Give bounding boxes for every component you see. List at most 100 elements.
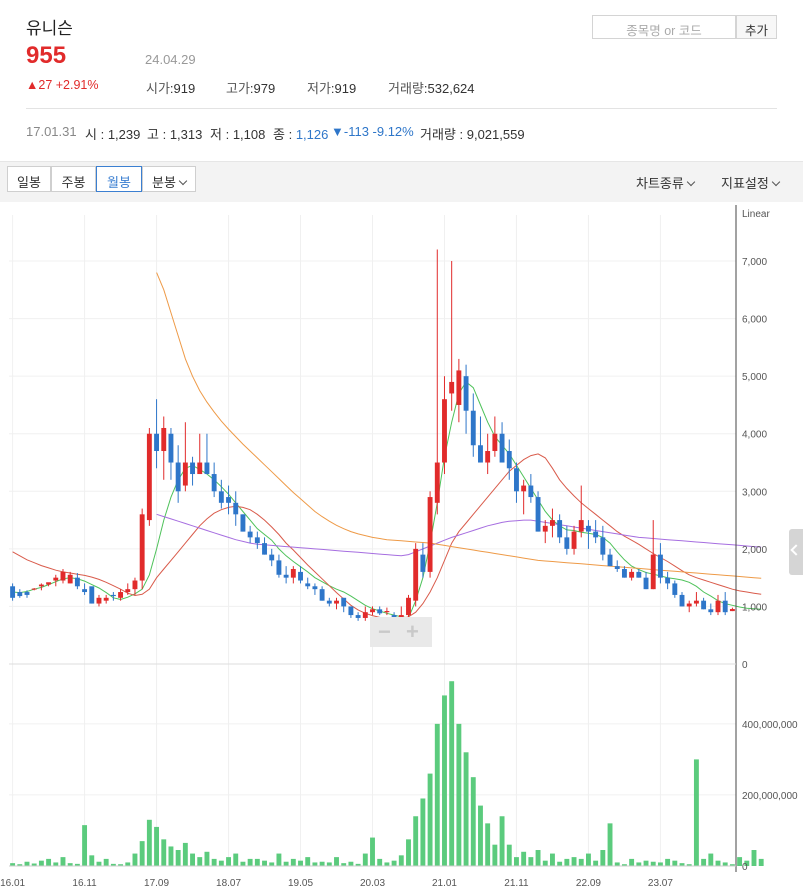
volume-bar [67, 863, 73, 866]
candle-body [24, 592, 30, 595]
tab-minute[interactable]: 분봉 [142, 166, 196, 192]
stock-chart[interactable]: 0 1,000 2,000 3,000 4,000 5,000 6,000 7,000 0 200… [0, 205, 803, 896]
volume-bar [528, 857, 534, 866]
volume-bar [233, 853, 239, 866]
volume-bar [82, 825, 88, 866]
candle-body [686, 603, 692, 607]
volume-bar [204, 851, 210, 866]
candle-body [290, 569, 296, 578]
volume-bar [427, 773, 433, 866]
tab-daily[interactable]: 일봉 [7, 166, 51, 192]
volume-bar [89, 855, 95, 866]
candle-body [74, 577, 80, 587]
volume-bar [751, 850, 757, 866]
volume-bar [139, 841, 145, 866]
volume-bar [657, 862, 663, 866]
candle-body [168, 433, 174, 463]
candle-body [665, 577, 671, 584]
volume-bar [53, 862, 59, 866]
high-stat: 고가:979 [226, 78, 275, 97]
zoom-in-button[interactable]: + [406, 619, 419, 644]
candle-body [701, 600, 707, 610]
volume-value: 532,624 [427, 81, 475, 96]
candle-body [729, 609, 735, 612]
search-input[interactable]: 종목명 or 코드 [592, 15, 736, 39]
price-tick-label: 6,000 [742, 315, 767, 326]
volume-bar [154, 826, 160, 866]
candle-body [319, 589, 325, 601]
candle-body [175, 462, 181, 492]
candle-body [521, 485, 527, 492]
volume-bar [319, 861, 325, 866]
candle-body [564, 537, 570, 549]
volume-bar [161, 839, 167, 866]
low-value: 919 [334, 81, 357, 96]
volume-stat: 거래량:532,624 [388, 78, 475, 97]
tab-monthly[interactable]: 월봉 [96, 166, 142, 192]
candle-body [485, 451, 491, 463]
candle-body [218, 491, 224, 503]
candle-body [593, 531, 599, 538]
volume-bar [269, 862, 275, 866]
candle-body [406, 597, 411, 616]
volume-bar [146, 819, 152, 866]
volume-bar [10, 863, 16, 866]
candle-body [254, 537, 260, 544]
volume-bar [478, 805, 483, 866]
volume-bar [46, 858, 52, 866]
volume-bar [629, 858, 635, 866]
candle-body [341, 597, 347, 607]
volume-tick-label: 400,000,000 [742, 720, 798, 731]
hover-volume: 거래량 : 9,021,559 [420, 124, 525, 143]
volume-bar [456, 723, 462, 866]
current-price: 955 [26, 42, 67, 69]
volume-bar [672, 860, 678, 866]
candle-body [197, 462, 203, 475]
add-button[interactable]: 추가 [736, 15, 777, 39]
volume-bar [492, 844, 498, 866]
candle-body [456, 370, 462, 405]
volume-bar [254, 858, 260, 866]
hover-close: 종 : 1,126 [273, 124, 328, 143]
volume-bar [290, 858, 296, 866]
candle-body [10, 586, 16, 598]
volume-bar [38, 860, 44, 866]
volume-bars [10, 681, 764, 866]
chart-type-menu[interactable]: 차트종류 [636, 173, 696, 192]
volume-bar [470, 777, 476, 866]
volume-bar [362, 853, 368, 866]
volume-bar [240, 861, 246, 866]
volume-bar [110, 863, 116, 866]
volume-bar [398, 855, 404, 866]
candle-body [182, 462, 188, 486]
volume-bar [600, 850, 606, 866]
volume-bar [211, 858, 217, 866]
open-stat: 시가:919 [146, 78, 195, 97]
zoom-out-button[interactable]: − [378, 619, 391, 644]
tab-weekly[interactable]: 주봉 [51, 166, 96, 192]
volume-bar [564, 858, 570, 866]
volume-bar [621, 864, 627, 866]
volume-bar [60, 857, 66, 866]
high-separator: : [249, 81, 254, 96]
volume-bar [557, 861, 563, 866]
hover-low-label: 저 [210, 127, 222, 142]
volume-bar [693, 759, 699, 866]
indicator-menu[interactable]: 지표설정 [721, 173, 781, 192]
candle-body [571, 531, 577, 549]
stock-name: 유니슨 [26, 19, 73, 38]
hover-close-separator: : [284, 127, 296, 142]
hover-high-label: 고 [147, 127, 159, 142]
x-tick-label: 21.11 [504, 878, 529, 889]
side-panel-toggle[interactable] [789, 529, 803, 575]
candle-body [722, 600, 728, 613]
low-separator: : [330, 81, 335, 96]
volume-bar [585, 853, 591, 866]
chevron-left-icon [790, 544, 802, 556]
hover-high: 고 : 1,313 [147, 124, 202, 143]
price-date: 24.04.29 [145, 52, 196, 67]
volume-bar [686, 864, 692, 866]
candle-body [672, 583, 678, 595]
hover-open-value: 1,239 [107, 127, 141, 142]
candle-body [125, 589, 131, 593]
